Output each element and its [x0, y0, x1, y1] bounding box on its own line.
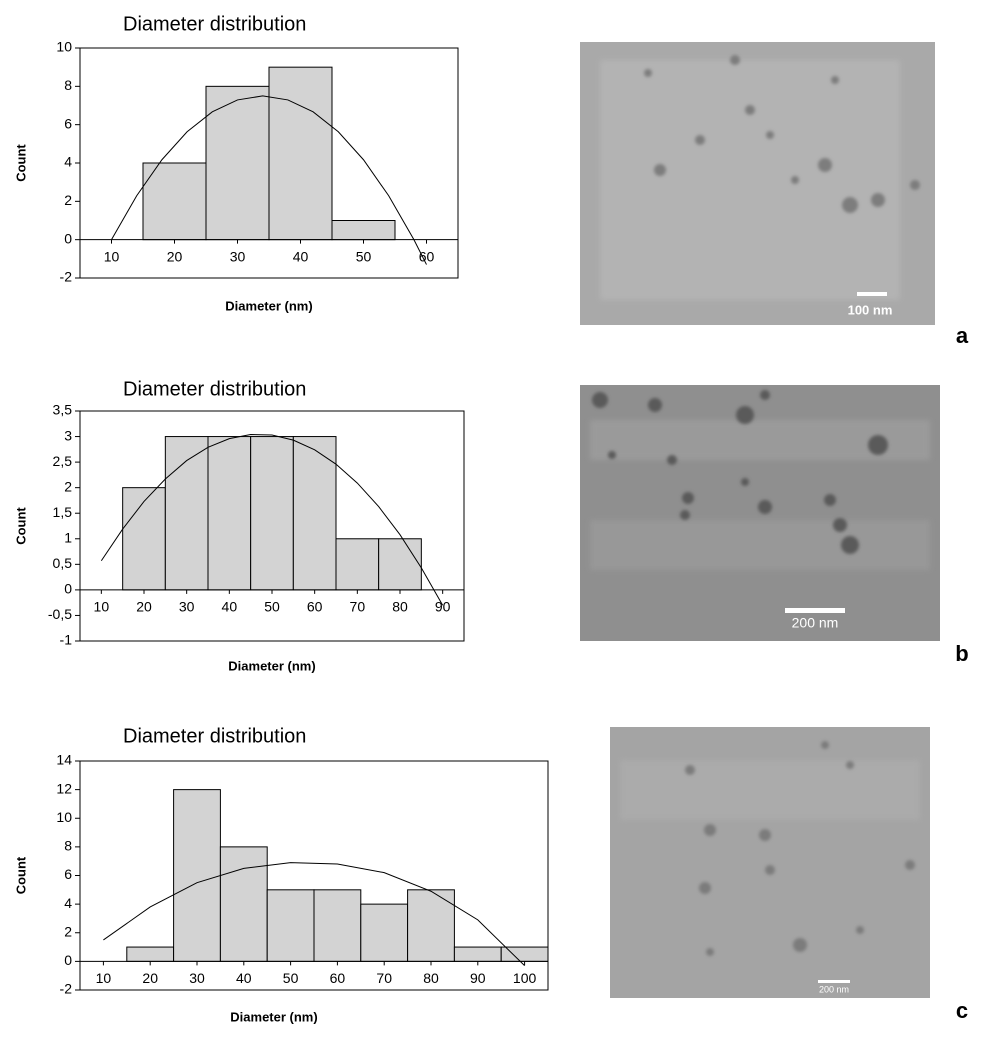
y-axis-label: Count	[13, 856, 28, 894]
y-tick-label: 6	[64, 115, 72, 131]
x-axis-label: Diameter (nm)	[225, 298, 312, 313]
y-tick-label: 14	[56, 752, 72, 768]
x-tick-label: 80	[423, 970, 439, 986]
y-tick-label: 12	[56, 780, 72, 796]
y-tick-label: 3	[64, 427, 72, 443]
x-tick-label: 60	[419, 248, 435, 264]
y-tick-label: 1,5	[53, 504, 73, 520]
x-axis-label: Diameter (nm)	[230, 1009, 317, 1024]
x-axis-label: Diameter (nm)	[228, 658, 315, 673]
bar	[250, 436, 294, 591]
y-tick-label: 10	[56, 39, 72, 55]
y-tick-label: 2	[64, 923, 72, 939]
bar	[205, 85, 270, 241]
y-tick-label: -1	[60, 632, 73, 648]
bar	[142, 162, 207, 241]
bar	[122, 487, 166, 591]
chart: Diameter distribution -2 0 2 4 6 8 10 10 20 30 40 50…	[13, 13, 459, 313]
y-tick-label: 6	[64, 866, 72, 882]
x-tick-label: 70	[350, 599, 366, 615]
x-tick-label: 30	[179, 599, 195, 615]
y-tick-label: 0	[64, 581, 72, 597]
y-tick-label: -0,5	[48, 606, 72, 622]
y-tick-label: 10	[56, 809, 72, 825]
bar	[164, 436, 209, 591]
micrograph: 100 nm	[580, 42, 935, 325]
x-tick-label: 20	[136, 599, 152, 615]
x-tick-label: 10	[94, 599, 110, 615]
x-tick-label: 50	[283, 970, 299, 986]
x-tick-label: 20	[167, 248, 183, 264]
y-tick-label: 3,5	[53, 402, 73, 418]
x-tick-label: 10	[104, 248, 120, 264]
chart-title: Diameter distribution	[123, 13, 306, 35]
scale-label: 100 nm	[848, 302, 893, 317]
bar	[219, 846, 268, 962]
y-tick-label: -2	[60, 981, 73, 997]
x-tick-label: 30	[230, 248, 246, 264]
micrograph: 200 nm	[580, 385, 940, 641]
micrograph: 200 nm	[610, 727, 930, 998]
x-tick-label: 60	[307, 599, 323, 615]
bar	[266, 889, 315, 962]
bar	[292, 436, 337, 591]
y-tick-label: 2,5	[53, 453, 73, 469]
panel-label: c	[956, 998, 968, 1023]
x-tick-label: 10	[96, 970, 112, 986]
y-axis-label: Count	[13, 144, 28, 182]
x-tick-label: 30	[189, 970, 205, 986]
y-tick-label: 0,5	[53, 555, 73, 571]
x-tick-label: 40	[293, 248, 309, 264]
chart: Diameter distribution -1 -0,5 0 0,5 1 1,5 2 2,5 3…	[13, 378, 465, 673]
y-tick-label: 2	[64, 478, 72, 494]
bar	[173, 789, 221, 962]
bar	[126, 946, 175, 962]
x-tick-label: 40	[222, 599, 238, 615]
y-tick-label: 4	[64, 154, 72, 170]
y-tick-label: -2	[60, 269, 73, 285]
bar	[407, 889, 455, 962]
x-tick-label: 60	[330, 970, 346, 986]
y-tick-label: 1	[64, 529, 72, 545]
x-tick-label: 70	[376, 970, 392, 986]
y-tick-label: 8	[64, 838, 72, 854]
scale-label: 200 nm	[792, 615, 839, 631]
x-tick-label: 80	[392, 599, 408, 615]
y-tick-label: 0	[64, 230, 72, 246]
x-tick-label: 50	[264, 599, 280, 615]
x-tick-label: 90	[435, 599, 451, 615]
x-tick-label: 40	[236, 970, 252, 986]
x-tick-label: 90	[470, 970, 486, 986]
panel-label: a	[956, 323, 969, 348]
bar	[335, 538, 380, 591]
trendline	[103, 862, 525, 967]
bar	[378, 538, 422, 591]
bar	[207, 436, 252, 591]
bar	[453, 946, 502, 962]
chart-title: Diameter distribution	[123, 378, 306, 400]
chart-title: Diameter distribution	[123, 725, 306, 747]
y-tick-label: 0	[64, 952, 72, 968]
bar	[331, 220, 396, 241]
bar	[313, 889, 362, 962]
y-tick-label: 4	[64, 895, 72, 911]
y-tick-label: 2	[64, 192, 72, 208]
trendline	[111, 95, 427, 265]
x-tick-label: 50	[356, 248, 372, 264]
chart: Diameter distribution -2 0 2 4 6 8 10 12 14 10 20 30…	[13, 725, 549, 1024]
bar	[360, 903, 409, 962]
y-tick-label: 8	[64, 77, 72, 93]
scale-label: 200 nm	[819, 984, 849, 994]
bar	[268, 66, 333, 241]
y-axis-label: Count	[13, 507, 28, 545]
x-tick-label: 20	[142, 970, 158, 986]
panel-label: b	[955, 641, 968, 666]
trendline	[100, 434, 444, 606]
x-tick-label: 100	[513, 970, 537, 986]
